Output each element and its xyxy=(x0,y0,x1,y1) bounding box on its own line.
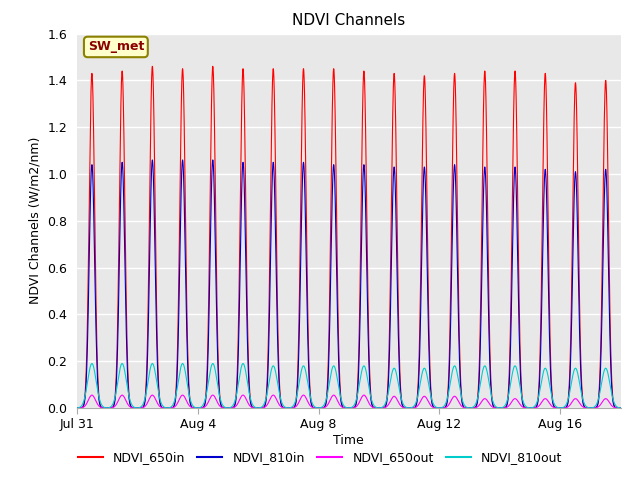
NDVI_810in xyxy=(218,405,226,410)
NDVI_810out xyxy=(617,405,625,411)
Y-axis label: NDVI Channels (W/m2/nm): NDVI Channels (W/m2/nm) xyxy=(29,137,42,304)
NDVI_810in xyxy=(413,395,421,400)
NDVI_650in xyxy=(406,405,413,411)
NDVI_810in xyxy=(73,405,81,411)
X-axis label: Time: Time xyxy=(333,434,364,447)
NDVI_810out xyxy=(413,394,421,400)
Line: NDVI_650out: NDVI_650out xyxy=(77,395,621,408)
NDVI_650out xyxy=(617,405,625,411)
NDVI_650in xyxy=(218,404,226,410)
NDVI_650out xyxy=(413,403,421,409)
NDVI_650in xyxy=(73,405,81,411)
NDVI_650in xyxy=(617,405,625,411)
NDVI_810out xyxy=(73,405,81,411)
NDVI_650out xyxy=(406,405,413,411)
Legend: NDVI_650in, NDVI_810in, NDVI_650out, NDVI_810out: NDVI_650in, NDVI_810in, NDVI_650out, NDV… xyxy=(72,446,568,469)
NDVI_810in xyxy=(617,405,625,411)
NDVI_810in xyxy=(104,405,112,411)
NDVI_650in xyxy=(502,403,510,409)
NDVI_810out xyxy=(218,402,226,408)
NDVI_810out xyxy=(406,405,413,411)
NDVI_810out xyxy=(88,360,96,366)
Line: NDVI_810in: NDVI_810in xyxy=(77,160,621,408)
NDVI_650out xyxy=(88,392,96,398)
NDVI_650out xyxy=(608,403,616,408)
NDVI_650out xyxy=(73,405,81,411)
NDVI_810in xyxy=(406,405,413,411)
NDVI_810out xyxy=(502,400,510,406)
NDVI_650out xyxy=(218,405,226,410)
NDVI_650in xyxy=(104,405,112,411)
Line: NDVI_810out: NDVI_810out xyxy=(77,363,621,408)
NDVI_650in xyxy=(413,390,421,396)
NDVI_810in xyxy=(148,157,156,163)
NDVI_810out xyxy=(104,405,112,411)
NDVI_810in xyxy=(608,386,616,392)
Text: SW_met: SW_met xyxy=(88,40,144,53)
NDVI_810out xyxy=(608,391,616,397)
NDVI_650in xyxy=(148,63,156,69)
NDVI_650out xyxy=(502,405,510,410)
Line: NDVI_650in: NDVI_650in xyxy=(77,66,621,408)
NDVI_810in xyxy=(502,404,510,409)
NDVI_650out xyxy=(104,405,112,411)
Title: NDVI Channels: NDVI Channels xyxy=(292,13,405,28)
NDVI_650in xyxy=(608,379,616,384)
